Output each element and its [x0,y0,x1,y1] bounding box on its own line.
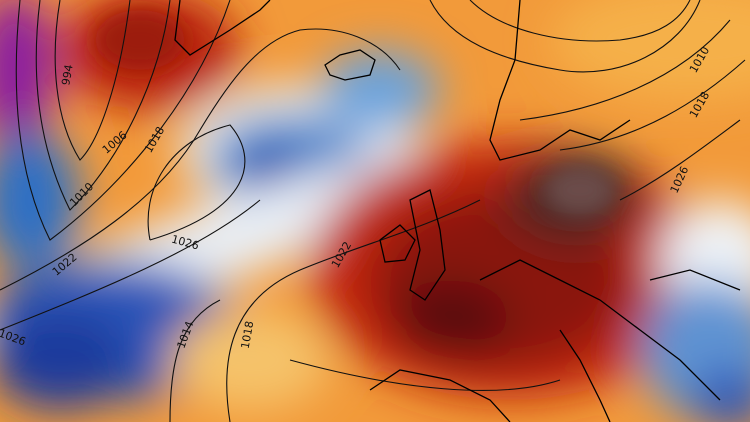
isobar-label: 994 [59,63,75,86]
isobar-label: 1018 [239,320,257,350]
coastlines [174,0,741,422]
